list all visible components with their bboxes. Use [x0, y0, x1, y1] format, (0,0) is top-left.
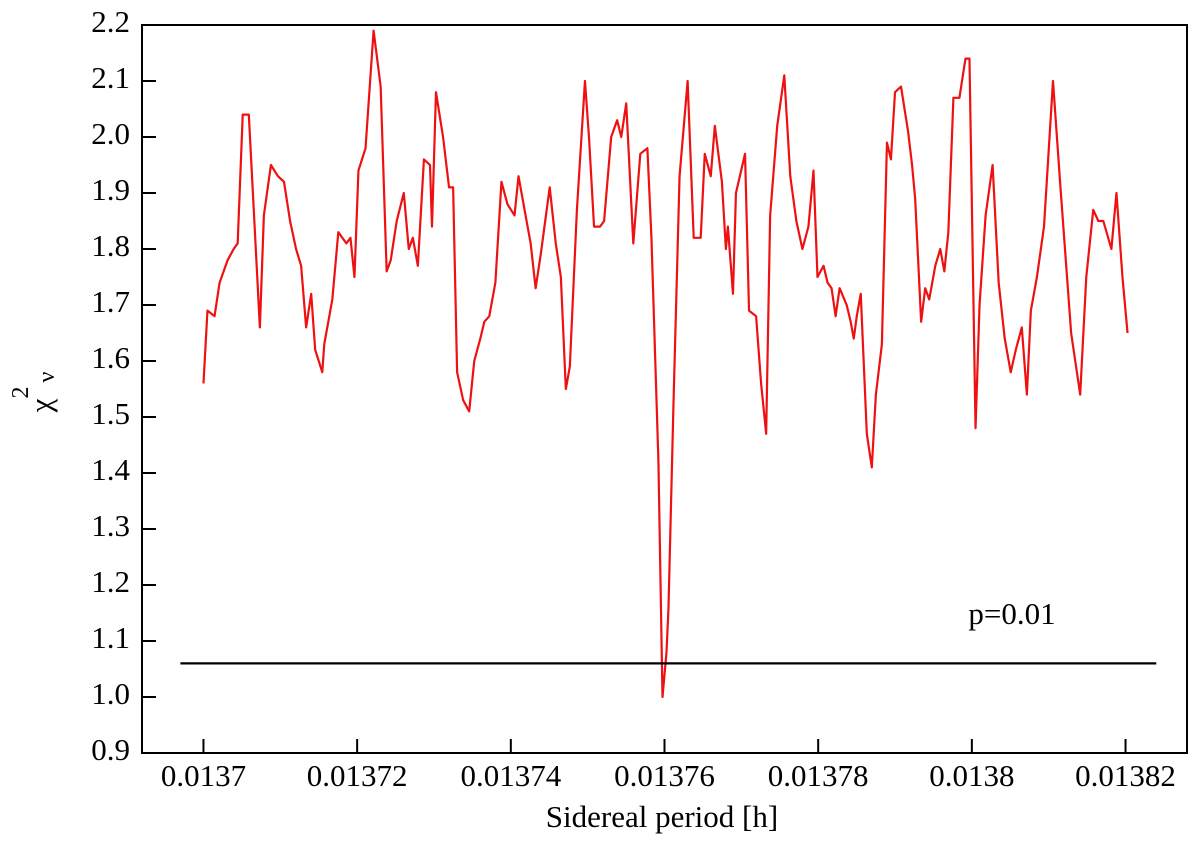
- y-tick-label: 1.1: [91, 620, 130, 655]
- y-tick-label: 1.2: [91, 564, 130, 599]
- threshold-label: p=0.01: [968, 596, 1055, 631]
- y-axis-label-sup: 2: [8, 387, 34, 399]
- x-tick-label: 0.01372: [307, 758, 408, 793]
- y-tick-label: 1.7: [91, 284, 130, 319]
- y-tick-label: 2.2: [91, 4, 130, 39]
- x-tick-label: 0.0138: [929, 758, 1014, 793]
- x-tick-label: 0.01378: [768, 758, 869, 793]
- x-axis-label: Sidereal period [h]: [546, 799, 778, 834]
- y-tick-label: 1.0: [91, 676, 130, 711]
- y-tick-label: 2.1: [91, 60, 130, 95]
- x-tick-label: 0.01374: [460, 758, 561, 793]
- y-tick-label: 0.9: [91, 732, 130, 767]
- x-tick-label: 0.01382: [1075, 758, 1176, 793]
- y-tick-label: 2.0: [91, 116, 130, 151]
- y-axis-label: χ2ν: [8, 372, 60, 414]
- y-axis-label-symbol: χ: [23, 398, 58, 413]
- y-tick-label: 1.5: [91, 396, 130, 431]
- y-tick-label: 1.4: [91, 452, 130, 487]
- y-axis-label-sub: ν: [34, 372, 60, 383]
- y-tick-label: 1.3: [91, 508, 130, 543]
- x-tick-label: 0.0137: [161, 758, 246, 793]
- y-tick-label: 1.9: [91, 172, 130, 207]
- plot-frame: [141, 24, 1188, 754]
- data-line: [202, 29, 1129, 699]
- x-tick-label: 0.01376: [614, 758, 715, 793]
- y-tick-label: 1.8: [91, 228, 130, 263]
- y-tick-label: 1.6: [91, 340, 130, 375]
